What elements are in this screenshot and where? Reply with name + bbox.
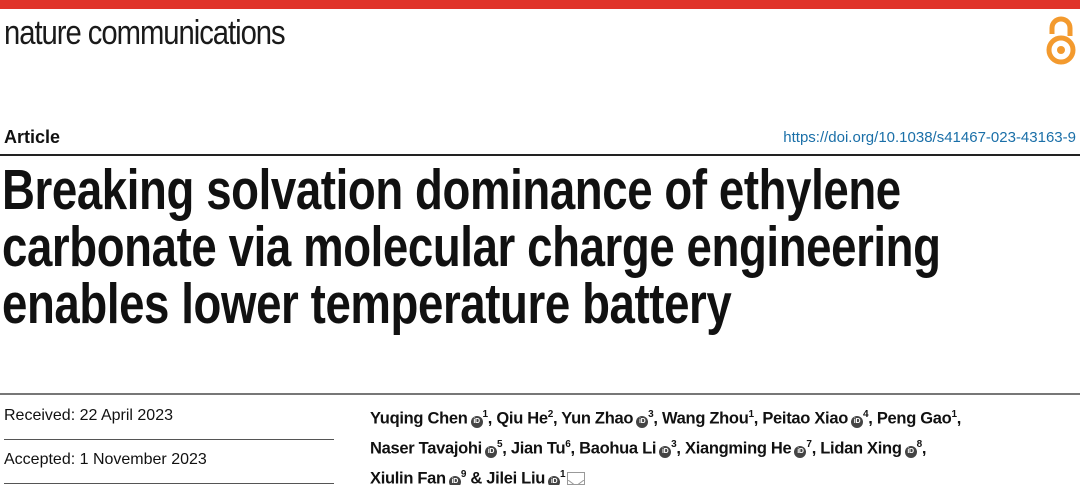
orcid-icon[interactable]: iD	[548, 475, 561, 485]
separator: ,	[868, 409, 877, 428]
orcid-icon[interactable]: iD	[470, 415, 483, 428]
separator: ,	[553, 409, 562, 428]
author-name[interactable]: Yuqing Chen	[370, 409, 468, 428]
divider	[0, 154, 1080, 156]
affiliation-number: 1	[560, 469, 566, 480]
separator: ,	[811, 439, 821, 458]
orcid-icon[interactable]: iD	[484, 445, 497, 458]
author-name[interactable]: Peitao Xiao	[762, 409, 848, 428]
affiliation-number: 1	[748, 409, 755, 420]
separator: ,	[570, 439, 580, 458]
affiliation-number: 3	[648, 409, 654, 420]
separator: ,	[921, 439, 927, 458]
author-name[interactable]: Peng Gao	[876, 409, 952, 428]
title-line: carbonate via molecular charge engineeri…	[2, 215, 941, 279]
separator: ,	[956, 409, 962, 428]
author-name[interactable]: Wang Zhou	[662, 409, 749, 428]
author-name[interactable]: Lidan Xing	[820, 439, 902, 458]
affiliation-number: 4	[863, 409, 869, 420]
separator: ,	[676, 439, 685, 458]
article-title: Breaking solvation dominance of ethylene…	[2, 162, 1080, 333]
orcid-icon[interactable]: iD	[659, 445, 672, 458]
title-line: enables lower temperature battery	[2, 272, 732, 336]
divider	[0, 393, 1080, 395]
email-icon[interactable]	[567, 471, 586, 485]
author-name[interactable]: Xiangming He	[685, 439, 792, 458]
received-date: Received: 22 April 2023	[4, 396, 334, 440]
affiliation-number: 9	[460, 469, 467, 480]
affiliation-number: 1	[951, 409, 957, 420]
author-name[interactable]: Naser Tavajohi	[370, 439, 482, 458]
author-name[interactable]: Yun Zhao	[561, 409, 634, 428]
dates-panel: Received: 22 April 2023 Accepted: 1 Nove…	[4, 396, 334, 484]
affiliation-number: 6	[565, 439, 571, 450]
author-list: Yuqing Chen iD1, Qiu He2, Yun Zhao iD3, Wa…	[370, 402, 1080, 485]
separator: &	[466, 469, 487, 485]
affiliation-number: 5	[496, 439, 503, 450]
journal-color-bar	[0, 0, 1080, 9]
orcid-icon[interactable]: iD	[904, 445, 917, 458]
author-name[interactable]: Qiu He	[496, 409, 548, 428]
doi-link[interactable]: https://doi.org/10.1038/s41467-023-43163…	[783, 129, 1076, 146]
orcid-icon[interactable]: iD	[794, 445, 807, 458]
title-line: Breaking solvation dominance of ethylene	[2, 158, 901, 222]
accepted-date: Accepted: 1 November 2023	[4, 440, 334, 484]
affiliation-number: 1	[482, 409, 489, 420]
article-type: Article	[4, 127, 61, 147]
orcid-icon[interactable]: iD	[851, 415, 863, 428]
author-name[interactable]: Baohua Li	[579, 439, 657, 458]
orcid-icon[interactable]: iD	[448, 475, 461, 485]
affiliation-number: 3	[671, 439, 677, 450]
affiliation-number: 8	[916, 439, 923, 450]
affiliation-number: 2	[547, 409, 554, 420]
open-access-icon	[1046, 16, 1076, 65]
separator: ,	[487, 409, 497, 428]
author-name[interactable]: Xiulin Fan	[370, 469, 446, 485]
separator: ,	[653, 409, 662, 428]
orcid-icon[interactable]: iD	[636, 415, 649, 428]
journal-logo: nature communications	[4, 14, 286, 52]
separator: ,	[753, 409, 763, 428]
affiliation-number: 7	[806, 439, 812, 450]
separator: ,	[502, 439, 511, 458]
author-name[interactable]: Jilei Liu	[486, 469, 546, 485]
author-name[interactable]: Jian Tu	[510, 439, 566, 458]
